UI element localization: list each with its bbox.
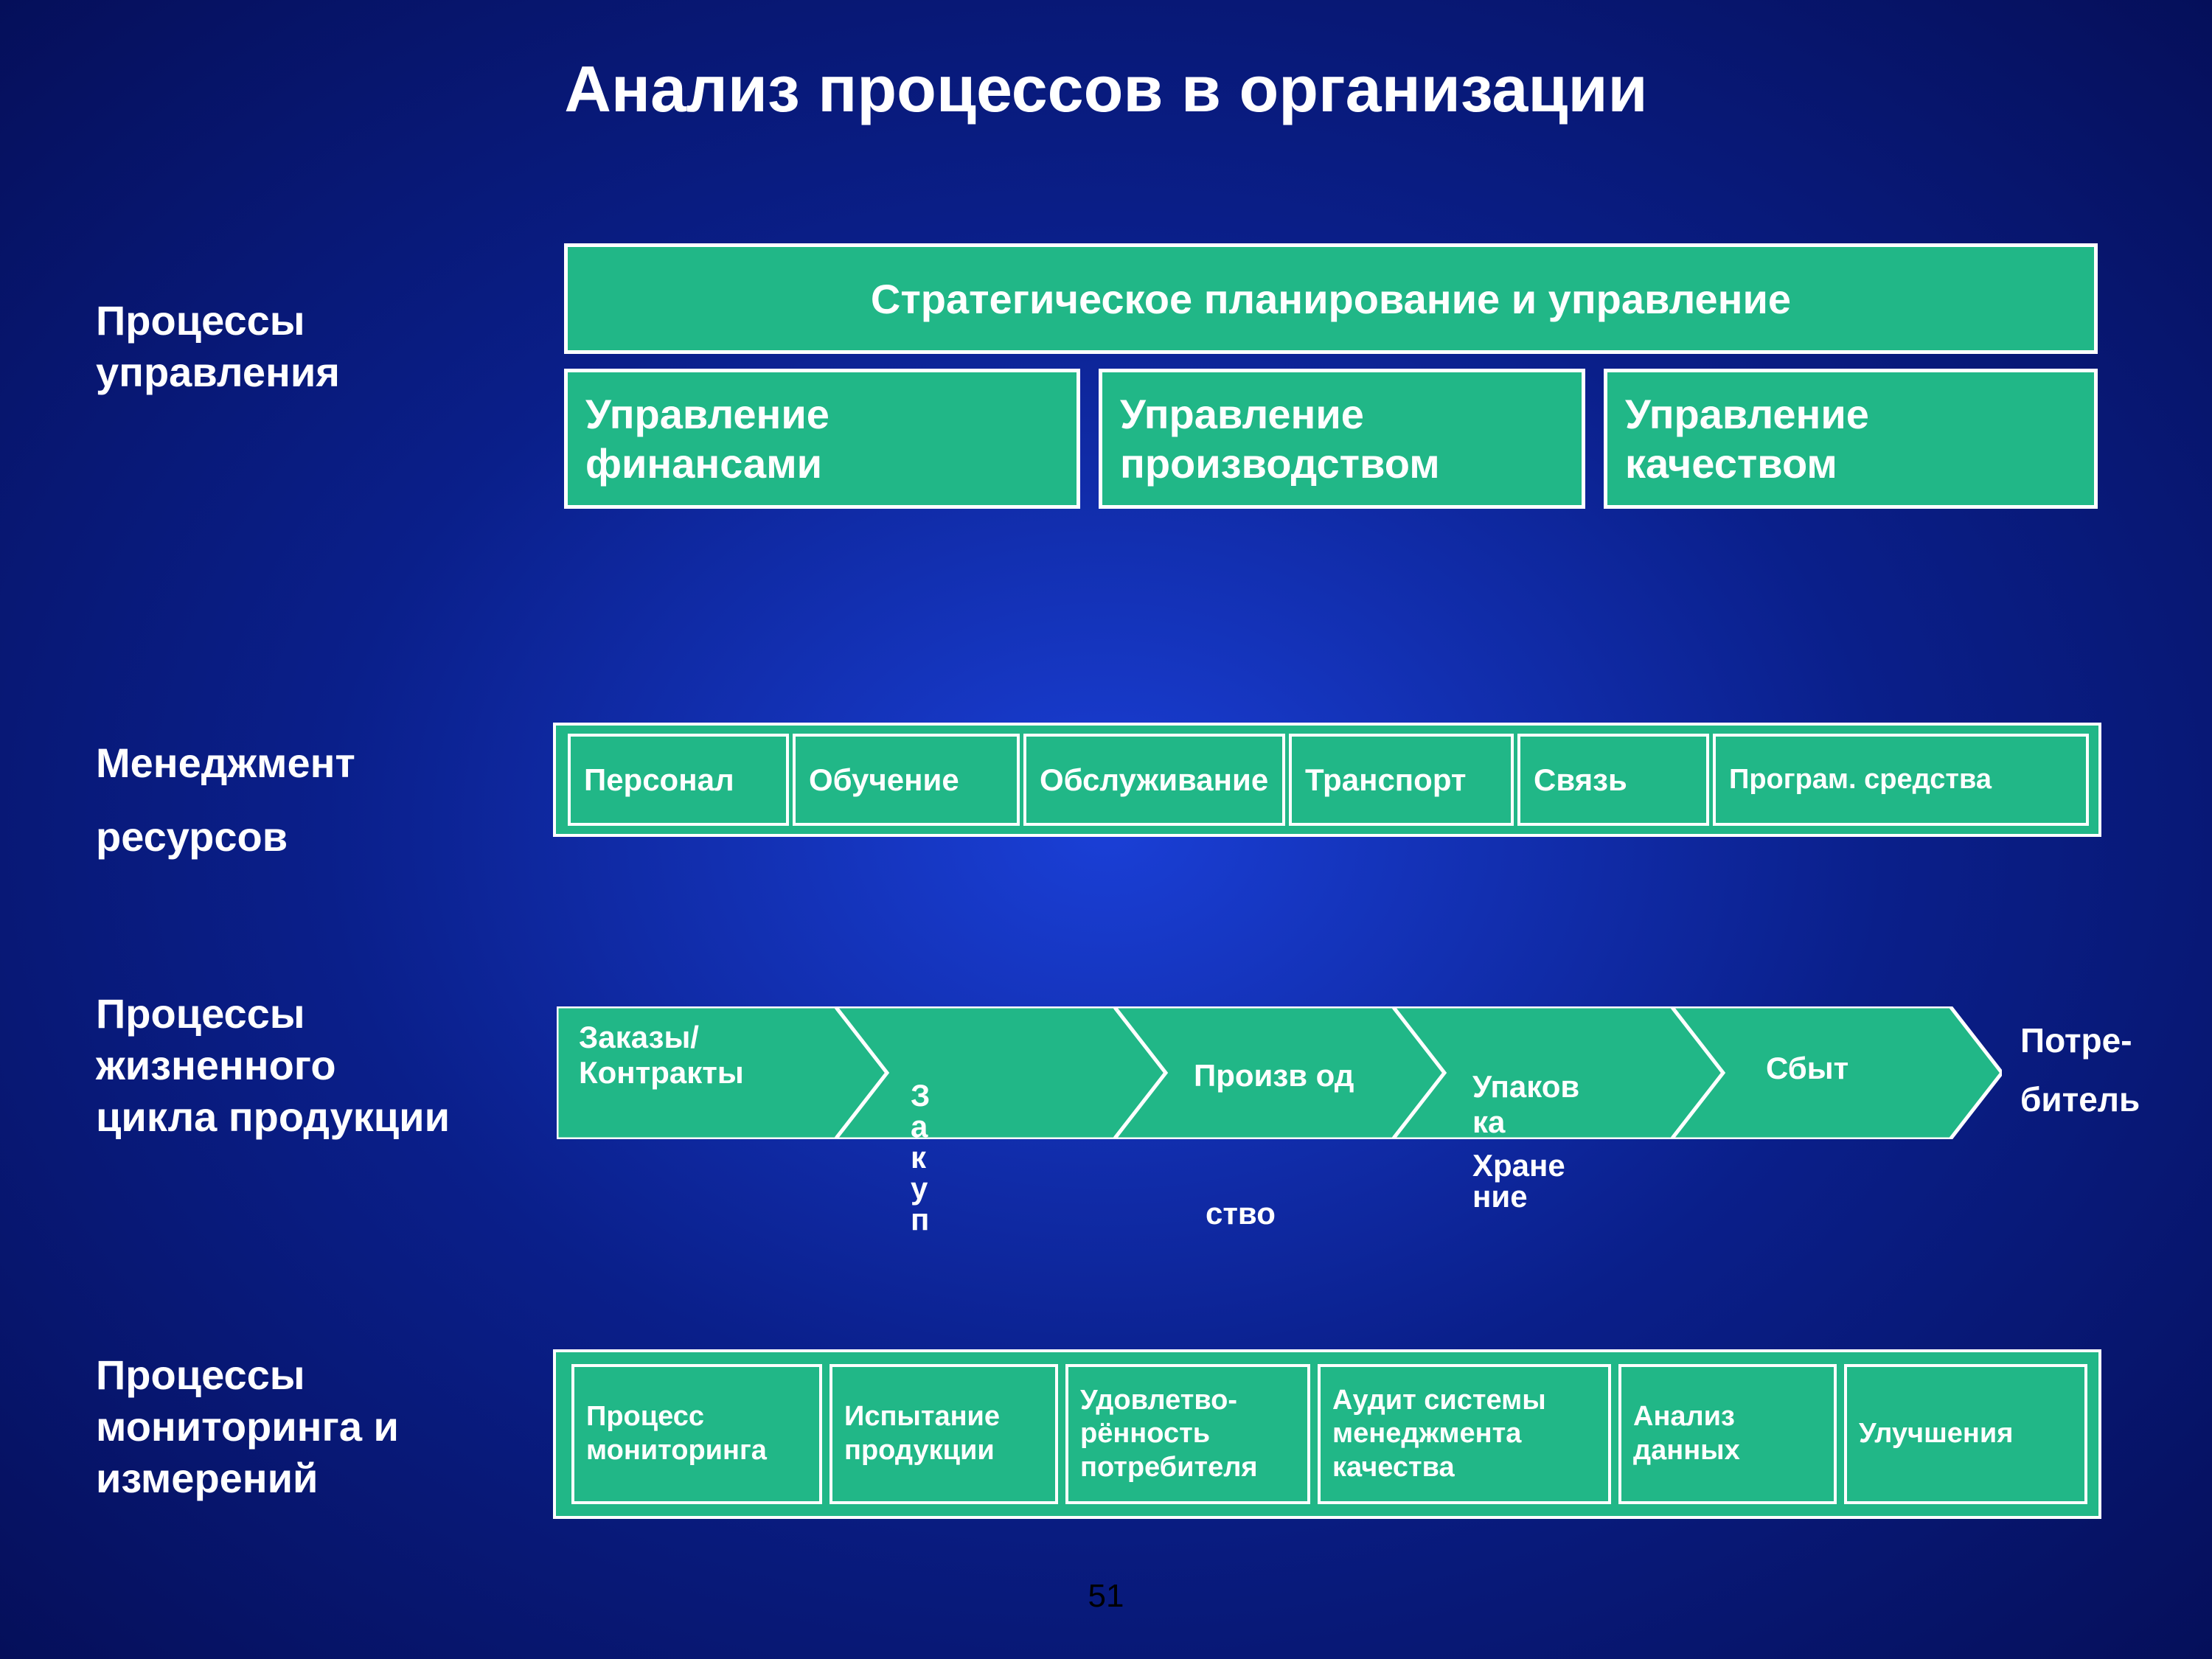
mon-satisfaction: Удовлетво-рённость потребителя (1065, 1364, 1310, 1504)
mgmt-finance-box: Управление финансами (564, 369, 1080, 509)
strategic-planning-box: Стратегическое планирование и управление (564, 243, 2098, 354)
mgmt-production-text: Управление производством (1120, 389, 1564, 488)
consumer-l1: Потре- (2020, 1018, 2132, 1063)
label-monitoring-text: Процессы мониторинга и измерений (96, 1352, 399, 1501)
lifecycle-chevrons: Заказы/ Контракты Произв од Упаков ка Сб… (557, 1006, 2031, 1169)
strategic-planning-text: Стратегическое планирование и управление (871, 275, 1791, 323)
chev-sales: Сбыт (1672, 1006, 2002, 1139)
page-number: 51 (1088, 1578, 1124, 1615)
mon-improve-text: Улучшения (1859, 1417, 2013, 1451)
label-resources-l2: ресурсов (96, 811, 288, 863)
mon-process: Процесс мониторинга (571, 1364, 822, 1504)
res-transport: Транспорт (1289, 734, 1514, 826)
chev-procurement-below: З а к у п (911, 1080, 933, 1235)
slide-title: Анализ процессов в организации (0, 52, 2212, 127)
label-lifecycle: Процессы жизненного цикла продукции (96, 988, 465, 1143)
mgmt-finance-text: Управление финансами (585, 389, 1059, 488)
label-management-text: Процессы управления (96, 297, 340, 395)
label-lifecycle-text: Процессы жизненного цикла продукции (96, 990, 450, 1140)
chev-packing-text: Упаков ка (1472, 1069, 1664, 1141)
res-training: Обучение (793, 734, 1020, 826)
res-personnel-text: Персонал (584, 762, 734, 798)
chev-production-text: Произв од (1194, 1058, 1385, 1093)
chev-production-below: ство (1206, 1198, 1276, 1229)
label-management: Процессы управления (96, 295, 340, 398)
res-service: Обслуживание (1023, 734, 1285, 826)
mon-audit: Аудит системы менеджмента качества (1318, 1364, 1611, 1504)
res-comms-text: Связь (1534, 762, 1627, 798)
res-comms: Связь (1517, 734, 1709, 826)
res-transport-text: Транспорт (1305, 762, 1467, 798)
mon-improve: Улучшения (1844, 1364, 2087, 1504)
mon-audit-text: Аудит системы менеджмента качества (1332, 1384, 1596, 1485)
chev-packing-below: Хране ние (1472, 1150, 1565, 1212)
mgmt-quality-text: Управление качеством (1625, 389, 2076, 488)
res-software: Програм. средства (1713, 734, 2089, 826)
chev-orders-text: Заказы/ Контракты (579, 1020, 815, 1091)
res-service-text: Обслуживание (1040, 762, 1268, 798)
mon-process-text: Процесс мониторинга (586, 1400, 807, 1467)
label-monitoring: Процессы мониторинга и измерений (96, 1349, 479, 1504)
mon-testing-text: Испытание продукции (844, 1400, 1043, 1467)
mon-analysis-text: Анализ данных (1633, 1400, 1822, 1467)
chev-sales-text: Сбыт (1766, 1051, 1913, 1086)
mgmt-quality-box: Управление качеством (1604, 369, 2098, 509)
res-personnel: Персонал (568, 734, 789, 826)
res-training-text: Обучение (809, 762, 959, 798)
mon-satisfaction-text: Удовлетво-рённость потребителя (1080, 1384, 1295, 1485)
res-software-text: Програм. средства (1729, 764, 1992, 796)
mgmt-production-box: Управление производством (1099, 369, 1585, 509)
mon-testing: Испытание продукции (830, 1364, 1058, 1504)
label-resources-l1: Менеджмент (96, 737, 355, 789)
mon-analysis: Анализ данных (1618, 1364, 1837, 1504)
consumer-l2: битель (2020, 1077, 2140, 1122)
